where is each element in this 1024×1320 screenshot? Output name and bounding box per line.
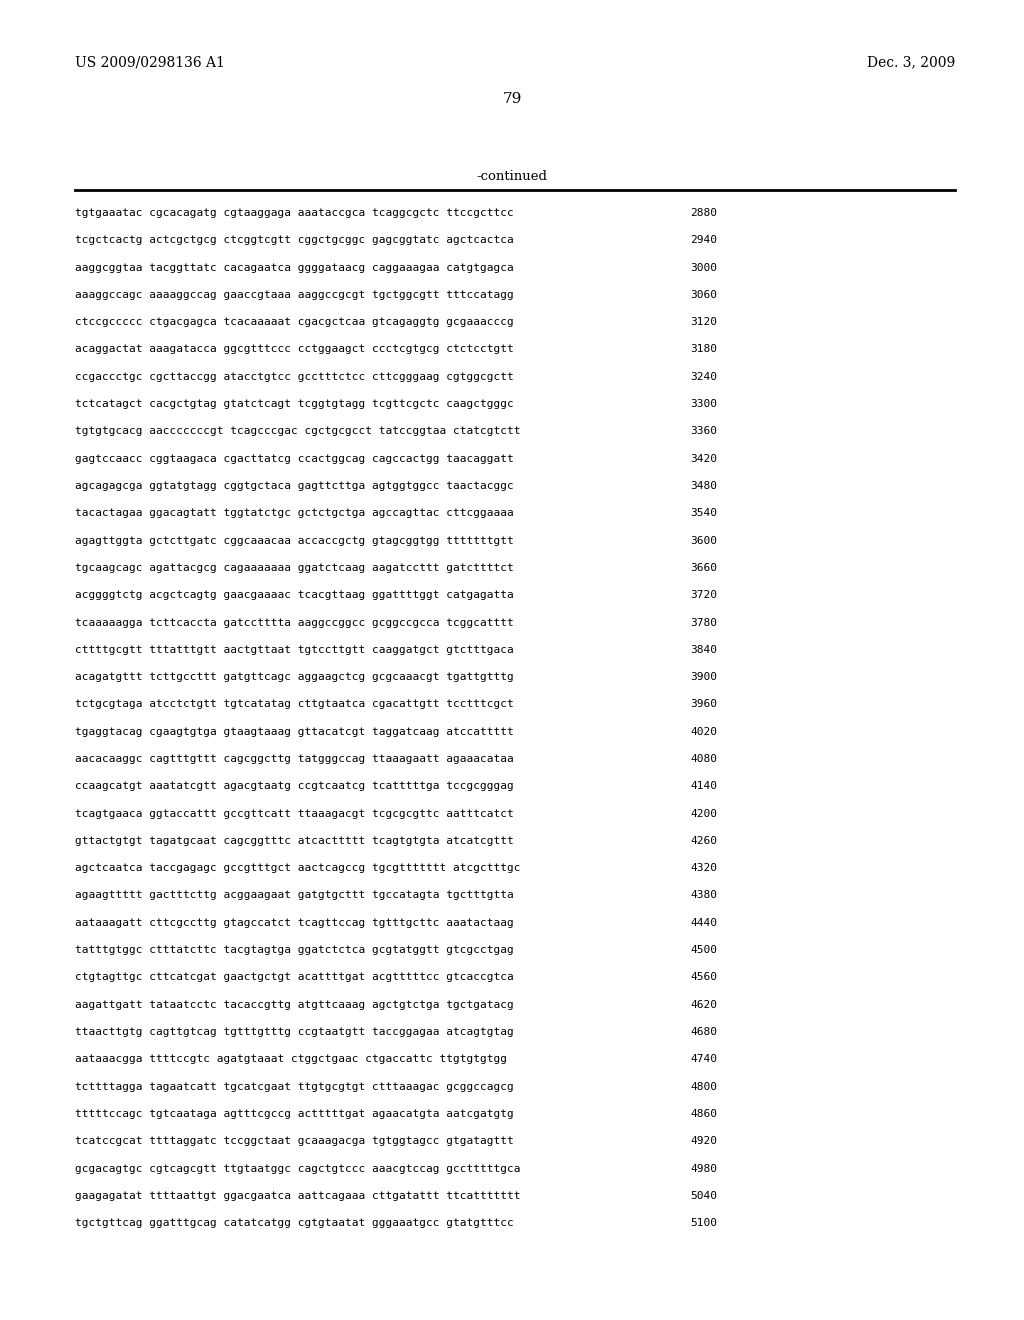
Text: aataaagatt cttcgccttg gtagccatct tcagttccag tgtttgcttc aaatactaag: aataaagatt cttcgccttg gtagccatct tcagttc…: [75, 917, 514, 928]
Text: aacacaaggc cagtttgttt cagcggcttg tatgggccag ttaaagaatt agaaacataa: aacacaaggc cagtttgttt cagcggcttg tatgggc…: [75, 754, 514, 764]
Text: 3120: 3120: [690, 317, 717, 327]
Text: 5100: 5100: [690, 1218, 717, 1228]
Text: Dec. 3, 2009: Dec. 3, 2009: [866, 55, 955, 69]
Text: 4440: 4440: [690, 917, 717, 928]
Text: ctgtagttgc cttcatcgat gaactgctgt acattttgat acgtttttcc gtcaccgtca: ctgtagttgc cttcatcgat gaactgctgt acatttt…: [75, 973, 514, 982]
Text: gcgacagtgc cgtcagcgtt ttgtaatggc cagctgtccc aaacgtccag gcctttttgca: gcgacagtgc cgtcagcgtt ttgtaatggc cagctgt…: [75, 1163, 520, 1173]
Text: tgtgaaatac cgcacagatg cgtaaggaga aaataccgca tcaggcgctc ttccgcttcc: tgtgaaatac cgcacagatg cgtaaggaga aaatacc…: [75, 209, 514, 218]
Text: 4140: 4140: [690, 781, 717, 791]
Text: tacactagaa ggacagtatt tggtatctgc gctctgctga agccagttac cttcggaaaa: tacactagaa ggacagtatt tggtatctgc gctctgc…: [75, 508, 514, 519]
Text: 3780: 3780: [690, 618, 717, 627]
Text: 3720: 3720: [690, 590, 717, 601]
Text: tatttgtggc ctttatcttc tacgtagtga ggatctctca gcgtatggtt gtcgcctgag: tatttgtggc ctttatcttc tacgtagtga ggatctc…: [75, 945, 514, 956]
Text: tgcaagcagc agattacgcg cagaaaaaaa ggatctcaag aagatccttt gatcttttct: tgcaagcagc agattacgcg cagaaaaaaa ggatctc…: [75, 562, 514, 573]
Text: 3000: 3000: [690, 263, 717, 273]
Text: tgaggtacag cgaagtgtga gtaagtaaag gttacatcgt taggatcaag atccattttt: tgaggtacag cgaagtgtga gtaagtaaag gttacat…: [75, 727, 514, 737]
Text: agctcaatca taccgagagc gccgtttgct aactcagccg tgcgttttttt atcgctttgc: agctcaatca taccgagagc gccgtttgct aactcag…: [75, 863, 520, 874]
Text: tgtgtgcacg aacccccccgt tcagcccgac cgctgcgcct tatccggtaa ctatcgtctt: tgtgtgcacg aacccccccgt tcagcccgac cgctgc…: [75, 426, 520, 437]
Text: tctgcgtaga atcctctgtt tgtcatatag cttgtaatca cgacattgtt tcctttcgct: tctgcgtaga atcctctgtt tgtcatatag cttgtaa…: [75, 700, 514, 709]
Text: gagtccaacc cggtaagaca cgacttatcg ccactggcag cagccactgg taacaggatt: gagtccaacc cggtaagaca cgacttatcg ccactgg…: [75, 454, 514, 463]
Text: tcaaaaagga tcttcaccta gatcctttta aaggccggcc gcggccgcca tcggcatttt: tcaaaaagga tcttcaccta gatcctttta aaggccg…: [75, 618, 514, 627]
Text: -continued: -continued: [476, 170, 548, 183]
Text: 3300: 3300: [690, 399, 717, 409]
Text: 3060: 3060: [690, 290, 717, 300]
Text: tttttccagc tgtcaataga agtttcgccg actttttgat agaacatgta aatcgatgtg: tttttccagc tgtcaataga agtttcgccg acttttt…: [75, 1109, 514, 1119]
Text: 4620: 4620: [690, 999, 717, 1010]
Text: aagattgatt tataatcctc tacaccgttg atgttcaaag agctgtctga tgctgatacg: aagattgatt tataatcctc tacaccgttg atgttca…: [75, 999, 514, 1010]
Text: acaggactat aaagatacca ggcgtttccc cctggaagct ccctcgtgcg ctctcctgtt: acaggactat aaagatacca ggcgtttccc cctggaa…: [75, 345, 514, 355]
Text: 3540: 3540: [690, 508, 717, 519]
Text: 3420: 3420: [690, 454, 717, 463]
Text: agcagagcga ggtatgtagg cggtgctaca gagttcttga agtggtggcc taactacggc: agcagagcga ggtatgtagg cggtgctaca gagttct…: [75, 480, 514, 491]
Text: 3600: 3600: [690, 536, 717, 545]
Text: 4320: 4320: [690, 863, 717, 874]
Text: US 2009/0298136 A1: US 2009/0298136 A1: [75, 55, 225, 69]
Text: 3960: 3960: [690, 700, 717, 709]
Text: acagatgttt tcttgccttt gatgttcagc aggaagctcg gcgcaaacgt tgattgtttg: acagatgttt tcttgccttt gatgttcagc aggaagc…: [75, 672, 514, 682]
Text: 2940: 2940: [690, 235, 717, 246]
Text: 3480: 3480: [690, 480, 717, 491]
Text: 3900: 3900: [690, 672, 717, 682]
Text: tcatccgcat ttttaggatc tccggctaat gcaaagacga tgtggtagcc gtgatagttt: tcatccgcat ttttaggatc tccggctaat gcaaaga…: [75, 1137, 514, 1146]
Text: 4860: 4860: [690, 1109, 717, 1119]
Text: 4260: 4260: [690, 836, 717, 846]
Text: 4980: 4980: [690, 1163, 717, 1173]
Text: 4680: 4680: [690, 1027, 717, 1038]
Text: 2880: 2880: [690, 209, 717, 218]
Text: 3660: 3660: [690, 562, 717, 573]
Text: 5040: 5040: [690, 1191, 717, 1201]
Text: 4380: 4380: [690, 891, 717, 900]
Text: 3180: 3180: [690, 345, 717, 355]
Text: 4080: 4080: [690, 754, 717, 764]
Text: 3840: 3840: [690, 644, 717, 655]
Text: tctcatagct cacgctgtag gtatctcagt tcggtgtagg tcgttcgctc caagctgggc: tctcatagct cacgctgtag gtatctcagt tcggtgt…: [75, 399, 514, 409]
Text: ccaagcatgt aaatatcgtt agacgtaatg ccgtcaatcg tcatttttga tccgcgggag: ccaagcatgt aaatatcgtt agacgtaatg ccgtcaa…: [75, 781, 514, 791]
Text: aataaacgga ttttccgtc agatgtaaat ctggctgaac ctgaccattc ttgtgtgtgg: aataaacgga ttttccgtc agatgtaaat ctggctga…: [75, 1055, 507, 1064]
Text: agagttggta gctcttgatc cggcaaacaa accaccgctg gtagcggtgg tttttttgtt: agagttggta gctcttgatc cggcaaacaa accaccg…: [75, 536, 514, 545]
Text: 3240: 3240: [690, 372, 717, 381]
Text: gttactgtgt tagatgcaat cagcggtttc atcacttttt tcagtgtgta atcatcgttt: gttactgtgt tagatgcaat cagcggtttc atcactt…: [75, 836, 514, 846]
Text: tcagtgaaca ggtaccattt gccgttcatt ttaaagacgt tcgcgcgttc aatttcatct: tcagtgaaca ggtaccattt gccgttcatt ttaaaga…: [75, 809, 514, 818]
Text: acggggtctg acgctcagtg gaacgaaaac tcacgttaag ggattttggt catgagatta: acggggtctg acgctcagtg gaacgaaaac tcacgtt…: [75, 590, 514, 601]
Text: 4800: 4800: [690, 1081, 717, 1092]
Text: 3360: 3360: [690, 426, 717, 437]
Text: tcttttagga tagaatcatt tgcatcgaat ttgtgcgtgt ctttaaagac gcggccagcg: tcttttagga tagaatcatt tgcatcgaat ttgtgcg…: [75, 1081, 514, 1092]
Text: 4920: 4920: [690, 1137, 717, 1146]
Text: ccgaccctgc cgcttaccgg atacctgtcc gcctttctcc cttcgggaag cgtggcgctt: ccgaccctgc cgcttaccgg atacctgtcc gcctttc…: [75, 372, 514, 381]
Text: agaagttttt gactttcttg acggaagaat gatgtgcttt tgccatagta tgctttgtta: agaagttttt gactttcttg acggaagaat gatgtgc…: [75, 891, 514, 900]
Text: tgctgttcag ggatttgcag catatcatgg cgtgtaatat gggaaatgcc gtatgtttcc: tgctgttcag ggatttgcag catatcatgg cgtgtaa…: [75, 1218, 514, 1228]
Text: 4740: 4740: [690, 1055, 717, 1064]
Text: 4020: 4020: [690, 727, 717, 737]
Text: 4500: 4500: [690, 945, 717, 956]
Text: ttaacttgtg cagttgtcag tgtttgtttg ccgtaatgtt taccggagaa atcagtgtag: ttaacttgtg cagttgtcag tgtttgtttg ccgtaat…: [75, 1027, 514, 1038]
Text: tcgctcactg actcgctgcg ctcggtcgtt cggctgcggc gagcggtatc agctcactca: tcgctcactg actcgctgcg ctcggtcgtt cggctgc…: [75, 235, 514, 246]
Text: 4200: 4200: [690, 809, 717, 818]
Text: cttttgcgtt tttatttgtt aactgttaat tgtccttgtt caaggatgct gtctttgaca: cttttgcgtt tttatttgtt aactgttaat tgtcctt…: [75, 644, 514, 655]
Text: ctccgccccc ctgacgagca tcacaaaaat cgacgctcaa gtcagaggtg gcgaaacccg: ctccgccccc ctgacgagca tcacaaaaat cgacgct…: [75, 317, 514, 327]
Text: gaagagatat ttttaattgt ggacgaatca aattcagaaa cttgatattt ttcattttttt: gaagagatat ttttaattgt ggacgaatca aattcag…: [75, 1191, 520, 1201]
Text: aaaggccagc aaaaggccag gaaccgtaaa aaggccgcgt tgctggcgtt tttccatagg: aaaggccagc aaaaggccag gaaccgtaaa aaggccg…: [75, 290, 514, 300]
Text: aaggcggtaa tacggttatc cacagaatca ggggataacg caggaaagaa catgtgagca: aaggcggtaa tacggttatc cacagaatca ggggata…: [75, 263, 514, 273]
Text: 79: 79: [503, 92, 521, 106]
Text: 4560: 4560: [690, 973, 717, 982]
